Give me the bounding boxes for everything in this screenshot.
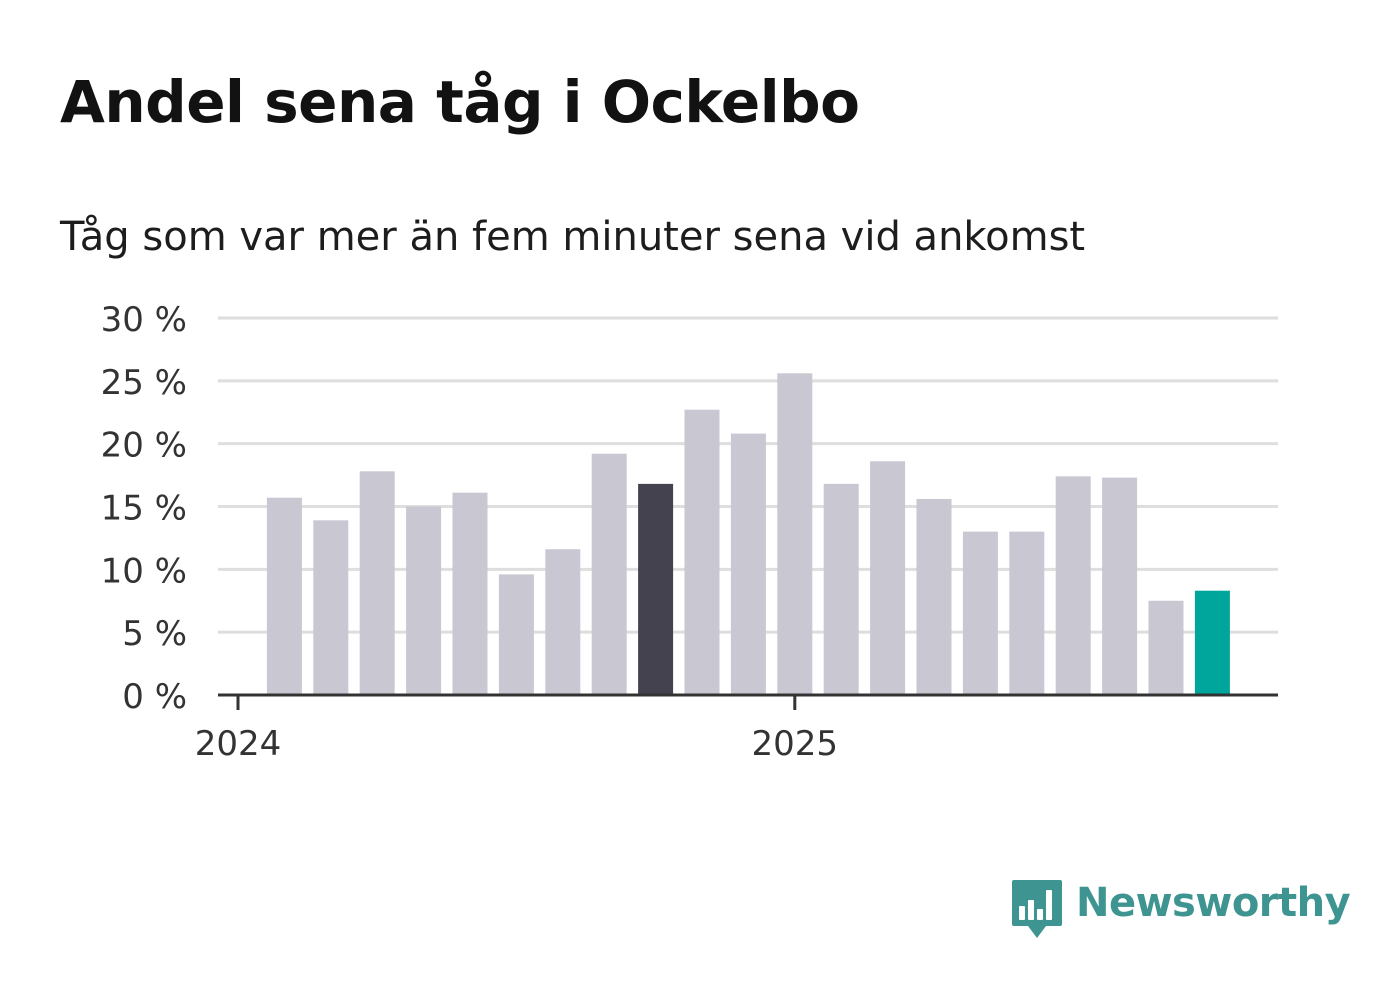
- bar: [313, 520, 349, 695]
- bar: [452, 492, 488, 695]
- bar: [1194, 590, 1230, 695]
- y-tick-label: 25 %: [101, 363, 187, 403]
- bar: [1102, 477, 1138, 695]
- bar: [730, 433, 766, 695]
- bar: [498, 574, 534, 695]
- bar: [545, 549, 581, 695]
- bar: [684, 409, 720, 695]
- bar: [266, 497, 302, 695]
- bar: [1148, 600, 1184, 695]
- bar: [870, 461, 906, 695]
- y-tick-label: 0 %: [122, 677, 187, 717]
- x-tick-label: 2024: [195, 724, 282, 764]
- y-tick-label: 5 %: [122, 614, 187, 654]
- y-tick-label: 20 %: [101, 426, 187, 466]
- newsworthy-logo[interactable]: Newsworthy: [1010, 878, 1351, 942]
- bar: [962, 531, 998, 695]
- x-tick-label: 2025: [752, 724, 839, 764]
- bar: [823, 483, 859, 695]
- bar-chart-speech-bubble-icon: [1012, 880, 1062, 938]
- bar: [406, 506, 442, 695]
- chart-title: Andel sena tåg i Ockelbo: [60, 68, 860, 136]
- bar: [916, 498, 952, 695]
- bar: [777, 373, 813, 695]
- y-tick-label: 15 %: [101, 489, 187, 529]
- chart-subtitle: Tåg som var mer än fem minuter sena vid …: [60, 214, 1086, 260]
- brand-name: Newsworthy: [1076, 880, 1351, 926]
- bar: [359, 471, 395, 695]
- y-tick-label: 30 %: [101, 300, 187, 340]
- y-tick-label: 10 %: [101, 551, 187, 591]
- bar: [638, 483, 674, 695]
- bar: [591, 453, 627, 695]
- bar: [1055, 476, 1091, 695]
- bar: [1009, 531, 1045, 695]
